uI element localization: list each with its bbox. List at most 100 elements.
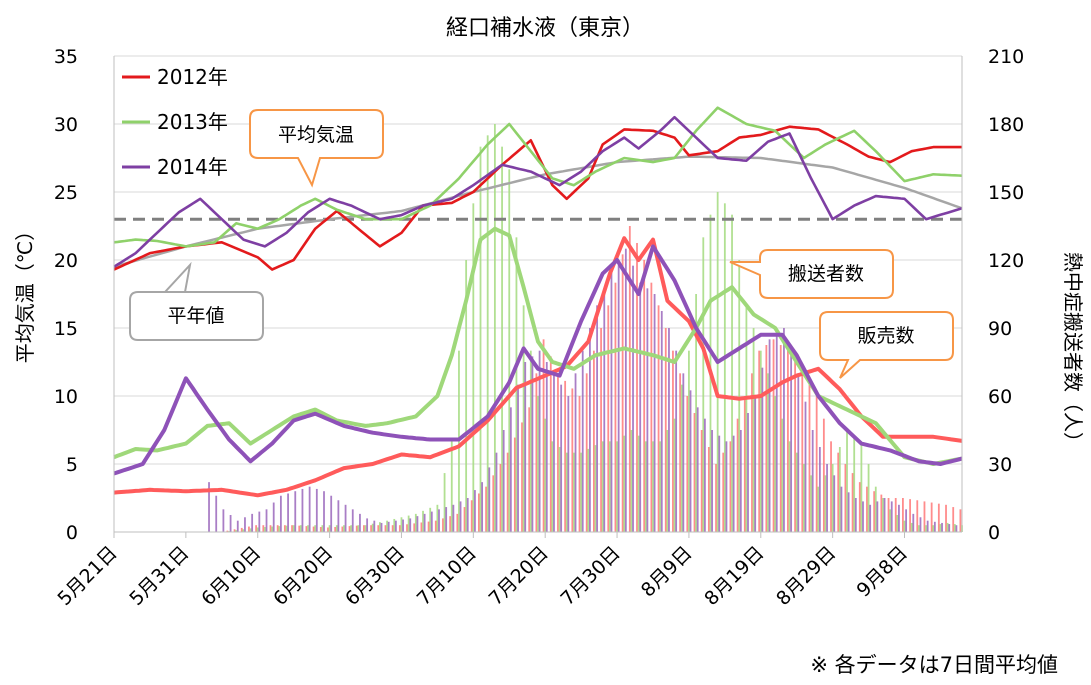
bar-2013年 — [860, 441, 863, 532]
bar-2014年 — [632, 265, 634, 532]
x-tick-label: 8月29日 — [772, 542, 840, 610]
bar-2013年 — [652, 441, 654, 532]
bar-2013年 — [601, 441, 604, 532]
bar-2014年 — [869, 504, 872, 532]
bar-2014年 — [711, 430, 713, 532]
bar-2014年 — [682, 373, 685, 532]
bar-2013年 — [637, 435, 640, 532]
bar-2014年 — [668, 328, 670, 532]
bar-2012年 — [600, 328, 602, 532]
bar-2013年 — [874, 486, 877, 532]
bar-2013年 — [501, 146, 503, 532]
bar-2012年 — [686, 396, 689, 532]
bar-2013年 — [853, 435, 856, 532]
bar-2014年 — [359, 513, 361, 532]
bar-2013年 — [688, 350, 690, 532]
bar-2013年 — [407, 515, 410, 532]
bar-2013年 — [738, 260, 741, 532]
bar-2012年 — [952, 507, 955, 532]
bar-2012年 — [902, 498, 904, 532]
bar-2012年 — [858, 482, 861, 532]
bar-2013年 — [795, 452, 798, 532]
bar-2014年 — [847, 492, 850, 532]
bar-2012年 — [830, 441, 832, 532]
bar-2012年 — [794, 362, 797, 532]
bar-2013年 — [235, 530, 238, 532]
y-right-tick-label: 210 — [988, 46, 1024, 68]
bar-2013年 — [587, 448, 590, 532]
bar-2014年 — [394, 520, 397, 532]
bar-2013年 — [537, 396, 539, 532]
bar-2013年 — [515, 237, 518, 533]
bar-2012年 — [614, 282, 617, 532]
bar-2014年 — [603, 288, 606, 532]
bar-2014年 — [258, 511, 261, 532]
bar-2014年 — [380, 522, 383, 532]
bar-2012年 — [808, 384, 811, 532]
bar-2013年 — [953, 524, 956, 532]
bar-2012年 — [779, 345, 782, 532]
bar-2013年 — [307, 525, 309, 532]
bar-2012年 — [866, 486, 868, 532]
callout-sales: 販売数 — [819, 311, 954, 379]
bar-2014年 — [244, 517, 246, 532]
temperature-line-2014年 — [113, 115, 963, 268]
bar-2013年 — [278, 526, 281, 532]
bar-2013年 — [910, 522, 913, 532]
bar-2013年 — [443, 473, 446, 532]
bar-2012年 — [923, 501, 926, 532]
bar-2013年 — [644, 441, 647, 532]
bar-2014年 — [452, 504, 455, 532]
bar-2013年 — [386, 520, 388, 532]
bar-2014年 — [337, 500, 340, 532]
bar-2014年 — [617, 260, 620, 532]
bar-2012年 — [226, 530, 229, 532]
bars-layer — [208, 124, 963, 533]
bar-2014年 — [747, 413, 749, 532]
y-left-tick-label: 10 — [54, 386, 78, 408]
bar-2013年 — [831, 464, 834, 532]
bar-2014年 — [689, 390, 692, 532]
bar-2012年 — [945, 504, 947, 532]
bar-2012年 — [492, 475, 495, 532]
bar-2013年 — [378, 522, 381, 532]
sales-line-2012年 — [113, 236, 963, 498]
bar-2014年 — [675, 350, 678, 532]
y-right-tick-label: 180 — [988, 114, 1024, 136]
bar-2014年 — [560, 384, 563, 532]
bar-2014年 — [279, 495, 282, 532]
bar-2014年 — [236, 520, 239, 532]
bar-2012年 — [787, 350, 789, 532]
bar-2013年 — [328, 525, 331, 532]
bar-2012年 — [233, 529, 236, 532]
bar-2013年 — [594, 445, 597, 532]
bar-2012年 — [837, 452, 840, 532]
bar-2013年 — [731, 214, 733, 532]
bar-2012年 — [319, 527, 322, 532]
legend-label-2012: 2012年 — [157, 65, 228, 89]
bar-2012年 — [715, 464, 717, 532]
bar-2013年 — [723, 203, 726, 533]
callout-temperature: 平均気温 — [249, 109, 384, 188]
bar-2014年 — [208, 482, 210, 532]
bar-2014年 — [272, 502, 275, 532]
bar-2014年 — [531, 356, 534, 532]
bar-2014年 — [416, 516, 419, 532]
bar-2012年 — [564, 380, 567, 532]
bar-2013年 — [824, 475, 827, 532]
bar-2014年 — [596, 305, 598, 532]
bar-2012年 — [549, 356, 552, 532]
y-left-tick-label: 25 — [54, 182, 78, 204]
y-left-tick-label: 0 — [66, 522, 78, 544]
chart-title: 経口補水液（東京） — [446, 16, 644, 41]
x-tick-label: 6月20日 — [269, 542, 337, 610]
bar-2012年 — [456, 513, 459, 532]
bar-2014年 — [567, 396, 570, 532]
bar-2012年 — [413, 523, 416, 532]
bar-2013年 — [285, 525, 288, 532]
bar-2012年 — [355, 525, 358, 532]
bar-2012年 — [377, 525, 380, 532]
bar-2012年 — [679, 373, 682, 532]
y-right-tick-label: 150 — [988, 182, 1024, 204]
bar-2014年 — [323, 491, 325, 532]
